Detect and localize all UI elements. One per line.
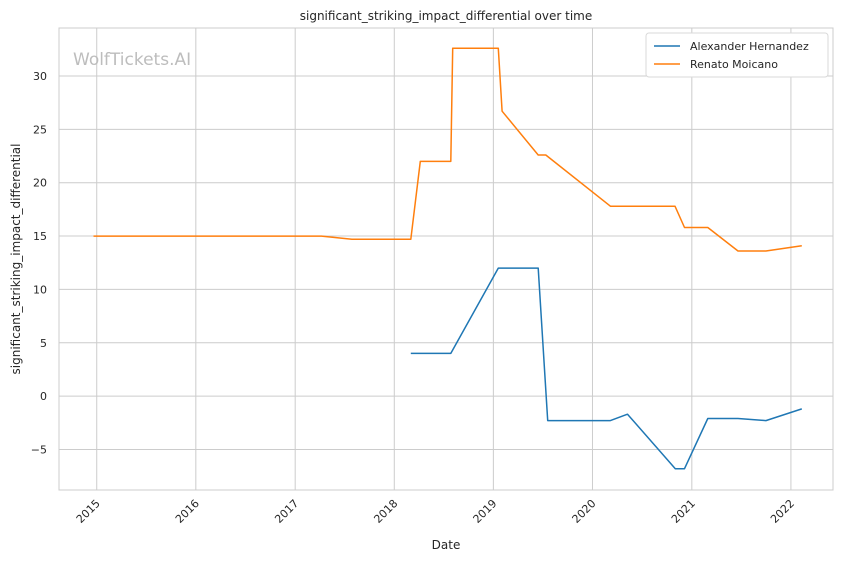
series-line-renato-moicano	[93, 47, 802, 252]
x-tick-label-2022: 2022	[768, 497, 797, 526]
x-tick-label-2021: 2021	[669, 497, 698, 526]
y-tick-label-30: 30	[33, 70, 47, 83]
series-line-alexander-hernandez	[410, 267, 803, 470]
x-tick-label-2017: 2017	[272, 497, 301, 526]
x-tick-labels: 2015 2016 2017 2018 2019 2020 2021 2022	[74, 497, 797, 526]
watermark: WolfTickets.AI	[73, 50, 191, 70]
y-tick-label-5: 5	[40, 337, 47, 350]
legend-label-renato-moicano: Renato Moicano	[690, 58, 778, 71]
chart-title: significant_striking_impact_differential…	[300, 9, 592, 23]
y-tick-label-0: 0	[40, 390, 47, 403]
y-axis-title: significant_striking_impact_differential	[9, 144, 23, 375]
y-tick-label-25: 25	[33, 123, 47, 136]
grid-lines	[59, 28, 833, 490]
x-tick-label-2016: 2016	[173, 497, 202, 526]
y-tick-label-20: 20	[33, 177, 47, 190]
y-tick-label-15: 15	[33, 230, 47, 243]
x-tick-label-2019: 2019	[471, 497, 500, 526]
legend-box	[645, 32, 829, 78]
x-tick-label-2020: 2020	[570, 497, 599, 526]
plot-area	[58, 27, 834, 491]
legend-label-alexander-hernandez: Alexander Hernandez	[690, 40, 809, 53]
y-tick-labels: −5 0 5 10 15 20 25 30	[31, 70, 47, 456]
x-tick-label-2018: 2018	[371, 497, 400, 526]
y-tick-label-10: 10	[33, 283, 47, 296]
series-lines	[93, 47, 803, 470]
y-tick-label--5: −5	[31, 443, 47, 456]
legend: Alexander Hernandez Renato Moicano	[645, 32, 829, 78]
x-tick-label-2015: 2015	[74, 497, 103, 526]
x-axis-title: Date	[432, 538, 461, 552]
